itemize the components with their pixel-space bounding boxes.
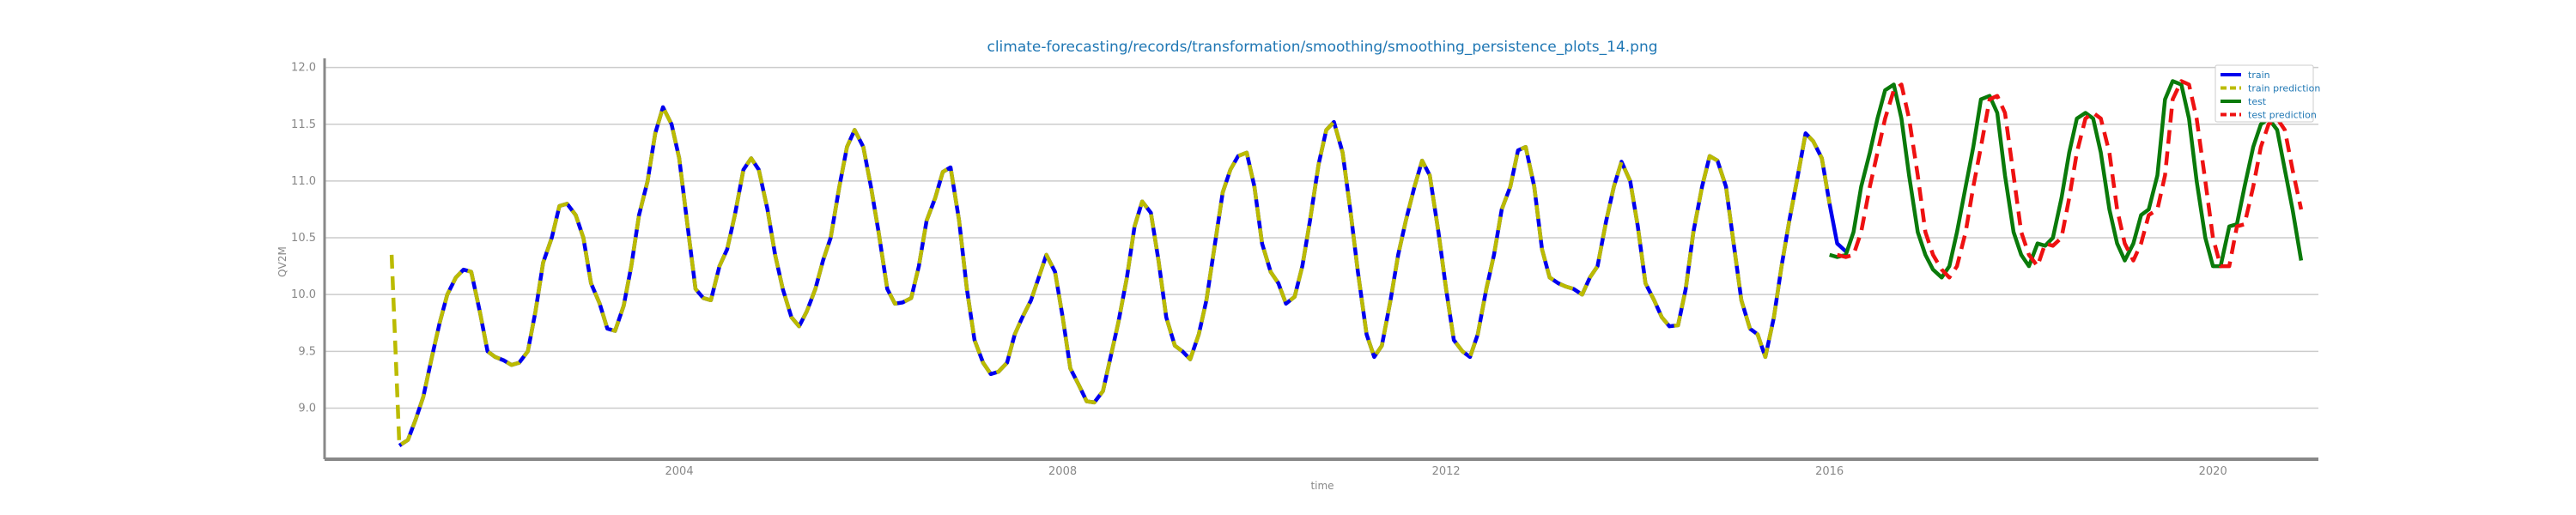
- x-tick-label: 2004: [665, 465, 694, 478]
- legend-label-train-prediction: train prediction: [2248, 83, 2320, 94]
- series-line-test-prediction: [1837, 79, 2304, 280]
- chart-title: climate-forecasting/records/transformati…: [987, 39, 1657, 56]
- y-tick-label: 10.5: [291, 232, 316, 245]
- series-line-test: [1829, 79, 2304, 280]
- series-line-train: [398, 105, 1848, 447]
- axes: [323, 58, 2318, 461]
- legend-label-test-prediction: test prediction: [2248, 110, 2317, 121]
- x-axis-label: time: [1310, 480, 1334, 492]
- y-tick-label: 9.5: [298, 345, 316, 358]
- x-tick-label: 2016: [1815, 465, 1844, 478]
- x-tick-label: 2008: [1048, 465, 1077, 478]
- series-lines: [389, 79, 2304, 448]
- y-tick-label: 12.0: [291, 62, 316, 75]
- x-tick-label: 2012: [1432, 465, 1461, 478]
- legend: train train prediction test test prediction: [2215, 64, 2320, 123]
- legend-label-test: test: [2248, 96, 2267, 107]
- tick-labels: 9.0 9.5 10.0 10.5 11.0 11.5 12.0 2004 2008 2012 20…: [291, 62, 2227, 478]
- y-tick-label: 11.0: [291, 175, 316, 188]
- y-axis-label: QV2M: [276, 246, 289, 277]
- y-tick-label: 9.0: [298, 402, 316, 415]
- series-line-train-prediction: [389, 105, 1832, 448]
- y-tick-label: 10.0: [291, 288, 316, 301]
- legend-box: [2215, 64, 2314, 123]
- legend-label-train: train: [2248, 70, 2270, 81]
- y-tick-label: 11.5: [291, 118, 316, 131]
- x-tick-label: 2020: [2199, 465, 2227, 478]
- grid: [325, 66, 2318, 409]
